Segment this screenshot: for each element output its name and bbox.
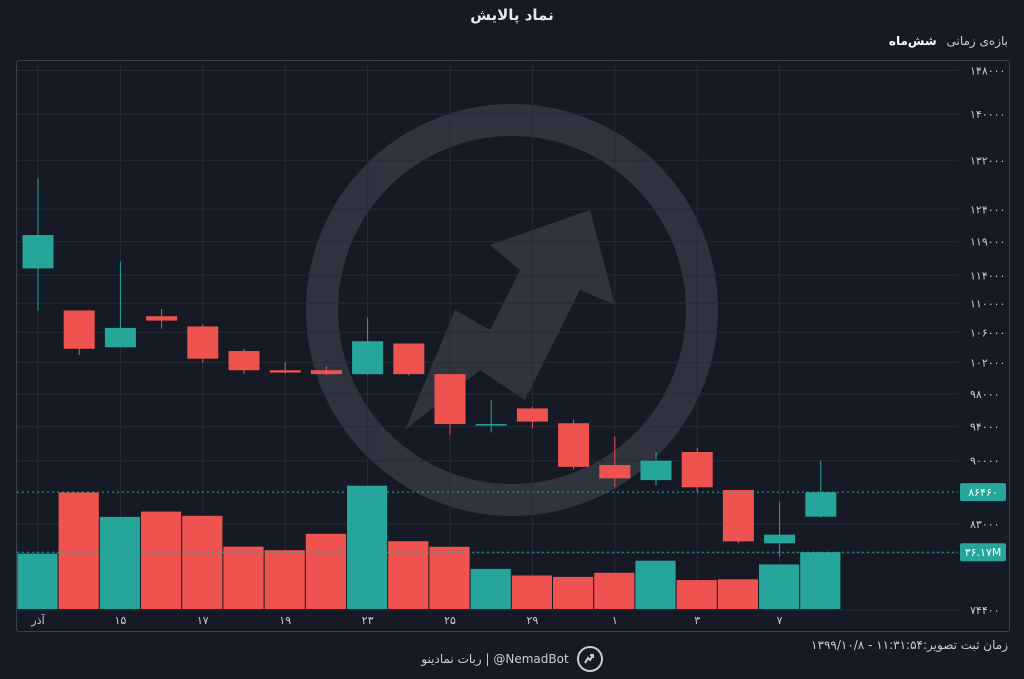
y-tick-label: ۹۸۰۰۰ [970,388,1000,401]
candle-body [764,534,796,544]
candle-body [640,460,672,481]
capture-timestamp: زمان ثبت تصویر:۱۱:۳۱:۵۴ - ۱۳۹۹/۱۰/۸ [811,638,1008,652]
last-volume-label: ۳۶.۱۷M [965,546,1002,559]
volume-bar [141,511,182,609]
candle-body [310,370,342,375]
chart-frame [16,60,1010,632]
volume-bar [347,485,388,609]
x-tick-label: ۱۵ [114,614,126,627]
x-tick-label: آذر [30,613,45,627]
candle-body [805,492,837,517]
x-tick-label: ۳ [694,614,700,627]
x-tick-label: ۲۵ [444,614,456,627]
volume-bar [264,550,305,609]
candle-body [393,343,425,375]
x-axis: آذر ۱۵ ۱۷ ۱۹ ۲۳ ۲۵ ۲۹ ۱ ۳ ۷ [30,613,782,627]
y-tick-label: ۹۴۰۰۰ [970,421,1000,434]
y-tick-label: ۱۱۴۰۰۰ [970,269,1005,282]
candle-body [681,452,713,488]
volume-bar [470,568,511,609]
y-tick-label: ۱۰۶۰۰۰ [970,326,1005,339]
timeframe-label: بازه‌ی زمانی [946,34,1008,48]
candle-body [434,374,466,425]
volume-bar [182,515,223,609]
volume-bar [676,580,717,609]
x-tick-label: ۱۷ [197,614,209,627]
x-tick-label: ۱۹ [279,614,291,627]
candle-body [558,423,590,467]
brand-text: ربات نمادینو | @NemadBot [421,652,569,666]
y-tick-label: ۱۲۴۰۰۰ [970,203,1005,216]
y-tick-label: ۱۰۲۰۰۰ [970,357,1005,370]
volume-bar [429,546,470,609]
brand-credit[interactable]: ربات نمادینو | @NemadBot [0,646,1024,672]
volume-bar [17,553,58,609]
volume-bar [99,516,140,609]
candle-body [722,489,754,542]
x-tick-label: ۲۳ [362,614,374,627]
x-tick-label: ۷ [777,614,783,627]
volume-bars [17,485,841,609]
y-tick-label: ۱۴۸۰۰۰ [970,65,1005,78]
volume-bar [58,492,99,609]
y-tick-label: ۹۰۰۰۰ [970,455,1000,468]
last-price-label: ۸۶۴۶۰ [968,486,998,499]
nemadbot-logo-icon [576,646,603,672]
volume-bar [800,552,841,609]
candle-body [187,326,219,359]
candle-body [269,370,301,373]
volume-bar [511,575,552,609]
candle-body [146,316,178,321]
volume-bar [305,533,346,609]
volume-bar [594,572,635,609]
candles [22,178,837,558]
y-tick-label: ۷۴۴۰۰ [970,604,1000,617]
x-tick-label: ۱ [612,614,618,627]
volume-bar [759,564,800,609]
volume-bar [553,576,594,609]
y-tick-label: ۱۳۲۰۰۰ [970,154,1005,167]
last-price-tag [960,483,1006,502]
volume-bar [223,546,264,609]
last-volume-tag [960,543,1006,562]
price-tags: ۸۶۴۶۰ ۳۶.۱۷M [17,483,1006,562]
x-tick-label: ۲۹ [526,614,538,627]
candle-body [599,465,631,479]
candle-body [228,351,260,371]
candle-body [22,235,54,269]
timeframe-indicator[interactable]: بازه‌ی زمانی شش‌ماه [889,34,1008,48]
timeframe-value: شش‌ماه [888,34,937,48]
y-axis: ۱۴۸۰۰۰ ۱۴۰۰۰۰ ۱۳۲۰۰۰ ۱۲۴۰۰۰ ۱۱۹۰۰۰ ۱۱۴۰۰۰ ۱۱۰۰… [970,65,1005,617]
y-tick-label: ۱۱۹۰۰۰ [970,236,1005,249]
watermark-logo-icon [306,104,718,516]
volume-bar [635,560,676,609]
y-tick-label: ۱۱۰۰۰۰ [970,297,1005,310]
candle-body [475,424,507,426]
candle-body [352,341,384,375]
y-tick-label: ۱۴۰۰۰۰ [970,108,1005,121]
candle-body [104,327,136,348]
volume-bar [388,541,429,609]
chart-title: نماد پالایش [470,6,554,24]
y-tick-label: ۸۳۰۰۰ [970,518,1000,531]
candle-body [516,408,548,422]
volume-bar [717,579,758,609]
candle-body [63,310,95,349]
